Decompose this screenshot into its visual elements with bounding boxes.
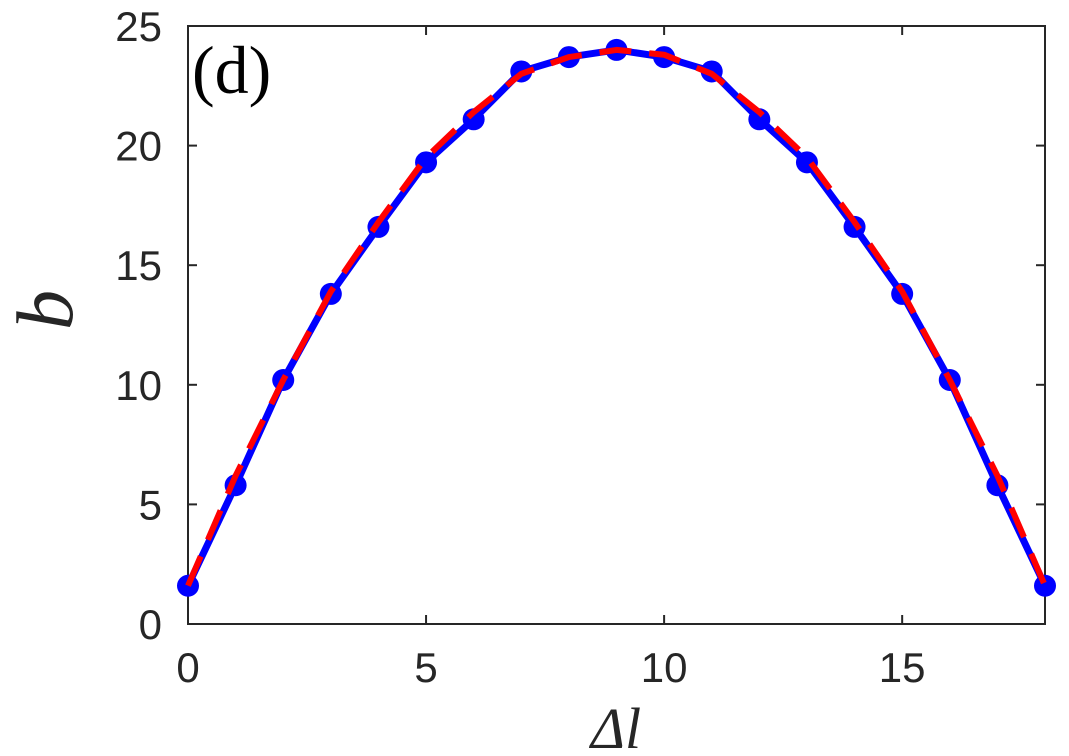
x-tick-label: 15 [879,644,926,691]
y-tick-label: 0 [139,601,162,648]
y-tick-label: 5 [139,481,162,528]
series-blue-point [1034,574,1056,597]
panel-label: (d) [192,32,271,108]
x-tick-label: 0 [176,644,199,691]
y-tick-label: 15 [115,242,162,289]
series-blue-line [184,46,1049,588]
series-blue-point [748,108,771,131]
axes-frame [187,25,1046,625]
y-axis-label: b [2,290,90,330]
ticks: 0 5 10 15 0 5 10 15 20 25 [115,3,1045,691]
plot-area-border [187,25,1046,625]
y-tick-label: 25 [115,3,162,50]
y-tick-label: 10 [115,362,162,409]
x-axis-label: Δl [589,696,641,756]
series-layer [177,38,1056,597]
y-tick-label: 20 [115,123,162,170]
x-tick-label: 10 [641,644,688,691]
series-red-dashed-line [185,46,1048,587]
x-tick-label: 5 [414,644,437,691]
